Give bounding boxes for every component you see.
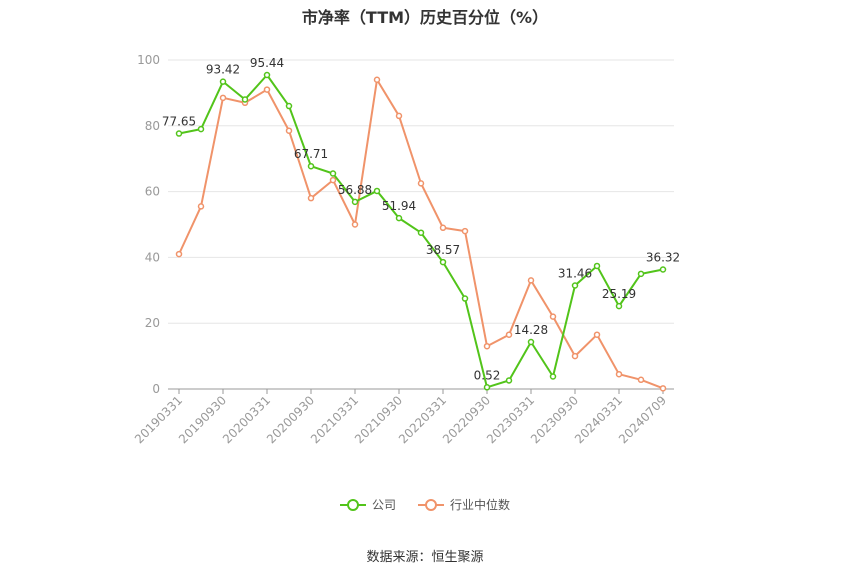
- legend: 公司 行业中位数: [0, 496, 850, 513]
- data-point[interactable]: [373, 187, 381, 195]
- data-point[interactable]: [439, 258, 447, 266]
- data-point[interactable]: [461, 227, 469, 235]
- data-point[interactable]: [241, 96, 249, 103]
- data-point[interactable]: [417, 229, 425, 236]
- data-source: 数据来源：恒生聚源: [366, 550, 484, 565]
- data-point[interactable]: [285, 102, 293, 110]
- data-point[interactable]: [329, 170, 337, 177]
- data-point[interactable]: [571, 282, 579, 289]
- x-tick-label: 20240709: [616, 393, 669, 446]
- data-label: 95.44: [250, 56, 284, 70]
- data-label: 56.88: [338, 183, 372, 197]
- data-point[interactable]: [659, 266, 667, 273]
- chart-title: 市净率（TTM）历史百分位（%）: [301, 8, 549, 27]
- data-point[interactable]: [373, 76, 381, 83]
- y-tick-label: 20: [145, 316, 160, 330]
- data-label: 77.65: [162, 115, 196, 129]
- data-label: 31.46: [558, 266, 592, 280]
- y-tick-label: 40: [145, 250, 160, 264]
- data-label: 51.94: [382, 199, 416, 213]
- data-point[interactable]: [351, 221, 359, 228]
- data-point[interactable]: [659, 385, 667, 392]
- legend-industry-marker: [418, 498, 444, 511]
- data-point[interactable]: [549, 373, 557, 380]
- data-label: 14.28: [514, 323, 548, 337]
- data-label: 36.32: [646, 251, 680, 265]
- legend-item-company[interactable]: 公司: [339, 496, 396, 513]
- legend-company-marker: [339, 498, 366, 511]
- y-tick-label: 100: [137, 53, 160, 67]
- data-point[interactable]: [307, 194, 315, 202]
- data-point[interactable]: [505, 377, 513, 384]
- data-point[interactable]: [637, 376, 645, 384]
- axes: 0204060801002019033120190930202003312020…: [132, 53, 674, 446]
- grid-lines: [168, 59, 674, 324]
- data-point[interactable]: [483, 342, 491, 350]
- data-point[interactable]: [571, 352, 579, 360]
- y-tick-label: 80: [145, 119, 160, 133]
- data-point[interactable]: [351, 198, 359, 206]
- data-point[interactable]: [417, 180, 425, 187]
- data-point[interactable]: [527, 338, 535, 346]
- data-label: 38.57: [426, 243, 460, 257]
- data-point[interactable]: [637, 270, 645, 278]
- data-point[interactable]: [307, 162, 315, 170]
- data-point[interactable]: [197, 125, 205, 133]
- data-point[interactable]: [263, 71, 271, 79]
- data-point[interactable]: [461, 295, 469, 302]
- data-point[interactable]: [549, 313, 557, 320]
- data-label: 0.52: [474, 368, 501, 382]
- series-lines: [175, 71, 667, 392]
- data-point[interactable]: [219, 78, 227, 85]
- data-label: 67.71: [294, 147, 328, 161]
- y-tick-label: 60: [145, 185, 160, 199]
- data-label: 25.19: [602, 287, 636, 301]
- data-point[interactable]: [593, 262, 601, 270]
- data-point[interactable]: [505, 331, 513, 338]
- legend-industry-label: 行业中位数: [450, 498, 511, 512]
- data-label: 93.42: [206, 63, 240, 77]
- data-point[interactable]: [593, 331, 601, 338]
- data-point[interactable]: [219, 94, 227, 102]
- y-tick-label: 0: [152, 382, 160, 396]
- data-point[interactable]: [197, 203, 205, 210]
- data-point[interactable]: [263, 86, 271, 93]
- data-point[interactable]: [285, 127, 293, 134]
- data-point[interactable]: [615, 302, 623, 310]
- legend-company-label: 公司: [371, 498, 396, 512]
- data-point[interactable]: [615, 370, 623, 378]
- data-point[interactable]: [483, 384, 491, 391]
- data-point[interactable]: [439, 224, 447, 232]
- data-point[interactable]: [527, 277, 535, 284]
- data-point[interactable]: [329, 176, 337, 184]
- data-point[interactable]: [395, 214, 403, 222]
- data-point[interactable]: [175, 130, 183, 137]
- legend-item-industry-median[interactable]: 行业中位数: [418, 496, 510, 513]
- data-labels: 77.65 93.42 95.44 67.71 56.88 51.94 38.57 0.52 1…: [162, 56, 680, 382]
- data-point[interactable]: [175, 250, 183, 258]
- data-point[interactable]: [395, 112, 403, 120]
